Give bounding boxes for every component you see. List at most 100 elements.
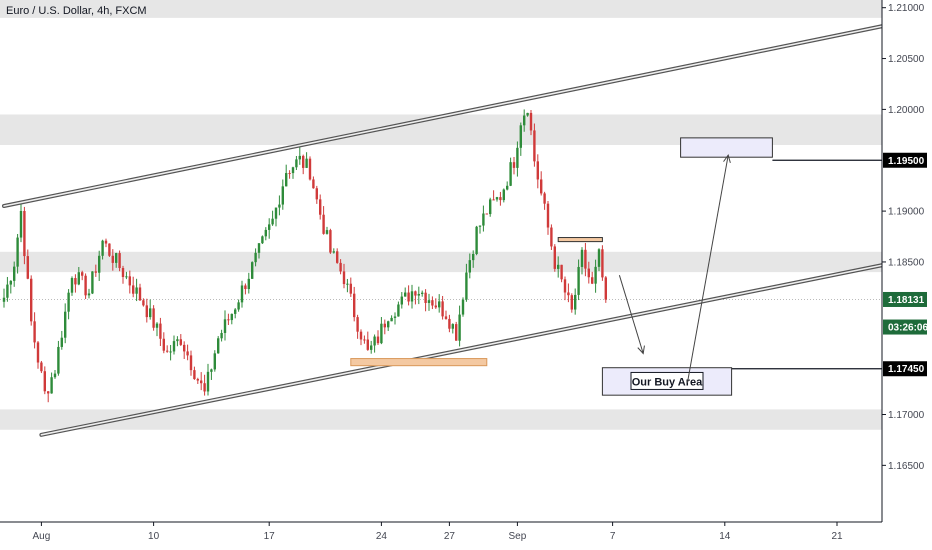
x-tick-label: 14: [719, 531, 731, 542]
candle: [142, 298, 145, 307]
candle-body: [312, 179, 315, 189]
candle-body: [407, 292, 410, 302]
candle: [570, 293, 573, 313]
candle-body: [404, 292, 407, 297]
candle-body: [376, 336, 380, 344]
candle-body: [254, 252, 257, 263]
candle: [427, 293, 431, 311]
candle-body: [553, 246, 556, 269]
candle: [237, 299, 240, 312]
candle-body: [98, 255, 101, 273]
candle: [9, 280, 12, 294]
candle: [560, 264, 563, 283]
candle: [349, 277, 352, 297]
candle-body: [502, 189, 505, 201]
candle: [206, 363, 210, 396]
candle: [417, 286, 420, 305]
candle: [319, 194, 322, 220]
candle: [291, 166, 295, 179]
candle: [220, 329, 223, 342]
candle: [451, 323, 454, 334]
candle: [169, 344, 172, 361]
candle: [305, 152, 308, 169]
channel-upper-line[interactable]: [2, 22, 890, 209]
candle: [60, 330, 63, 350]
candle-body: [121, 268, 125, 278]
candle: [196, 377, 199, 384]
candle: [455, 321, 458, 341]
candle: [506, 181, 509, 191]
candle-body: [264, 229, 267, 237]
zone-box[interactable]: [680, 137, 773, 158]
candle: [431, 296, 434, 310]
zone-box[interactable]: [350, 358, 488, 367]
candle-body: [421, 292, 424, 294]
candle-body: [16, 237, 19, 267]
candle: [128, 270, 131, 294]
candlesticks: [2, 109, 607, 403]
candle: [458, 305, 461, 347]
candle-body: [380, 323, 383, 344]
y-tick-label: 1.21000: [888, 3, 925, 14]
candle-body: [597, 249, 601, 267]
candle-body: [155, 323, 159, 328]
candle: [189, 350, 193, 376]
candle-body: [570, 295, 573, 310]
symbol-title[interactable]: Euro / U.S. Dollar, 4h, FXCM: [6, 5, 147, 17]
candle-body: [577, 266, 580, 295]
candle: [461, 297, 465, 317]
candle: [346, 278, 349, 293]
candle-body: [400, 296, 403, 305]
candle: [30, 275, 33, 326]
candle: [247, 272, 250, 294]
candle: [138, 283, 142, 302]
candle-body: [393, 316, 397, 318]
candle-body: [19, 210, 23, 238]
candle: [495, 196, 499, 202]
candle-body: [145, 305, 148, 318]
candle: [353, 286, 356, 322]
candle: [512, 157, 516, 175]
candle: [77, 267, 80, 286]
candle: [186, 344, 189, 361]
candle: [118, 250, 121, 272]
candle-body: [169, 351, 172, 353]
candle: [410, 284, 414, 309]
candle-body: [234, 309, 237, 314]
candle: [393, 312, 397, 325]
zone-box[interactable]: [557, 237, 603, 243]
candle-body: [128, 276, 131, 286]
candle-body: [315, 188, 318, 200]
candle-body: [74, 278, 77, 285]
candle-body: [478, 225, 482, 227]
candle-body: [179, 339, 182, 345]
candle: [115, 252, 118, 268]
candle: [502, 188, 505, 203]
candle: [152, 305, 155, 331]
candle: [400, 292, 403, 309]
candle-body: [533, 130, 536, 162]
price-tag-bg: [883, 291, 927, 307]
candle: [543, 191, 546, 210]
candle-body: [251, 262, 254, 279]
candle: [23, 206, 26, 265]
candle: [193, 366, 196, 380]
candle-body: [53, 373, 57, 378]
price-tag-label: 1.18131: [888, 295, 925, 306]
channel-lower-line[interactable]: [39, 261, 890, 437]
candle: [342, 263, 346, 289]
candle-body: [91, 271, 94, 294]
candle-body: [271, 218, 274, 225]
time-axis-bg: [0, 522, 882, 550]
candle-body: [274, 207, 278, 219]
x-tick-label: 17: [264, 531, 276, 542]
channel-upper-line-inner: [3, 24, 889, 207]
candle-body: [580, 249, 584, 267]
candle-body: [104, 240, 108, 244]
arrow-head: [637, 345, 645, 355]
arrow-head: [723, 154, 731, 164]
candle: [145, 298, 148, 323]
candle: [213, 350, 216, 372]
candle-body: [519, 125, 522, 148]
